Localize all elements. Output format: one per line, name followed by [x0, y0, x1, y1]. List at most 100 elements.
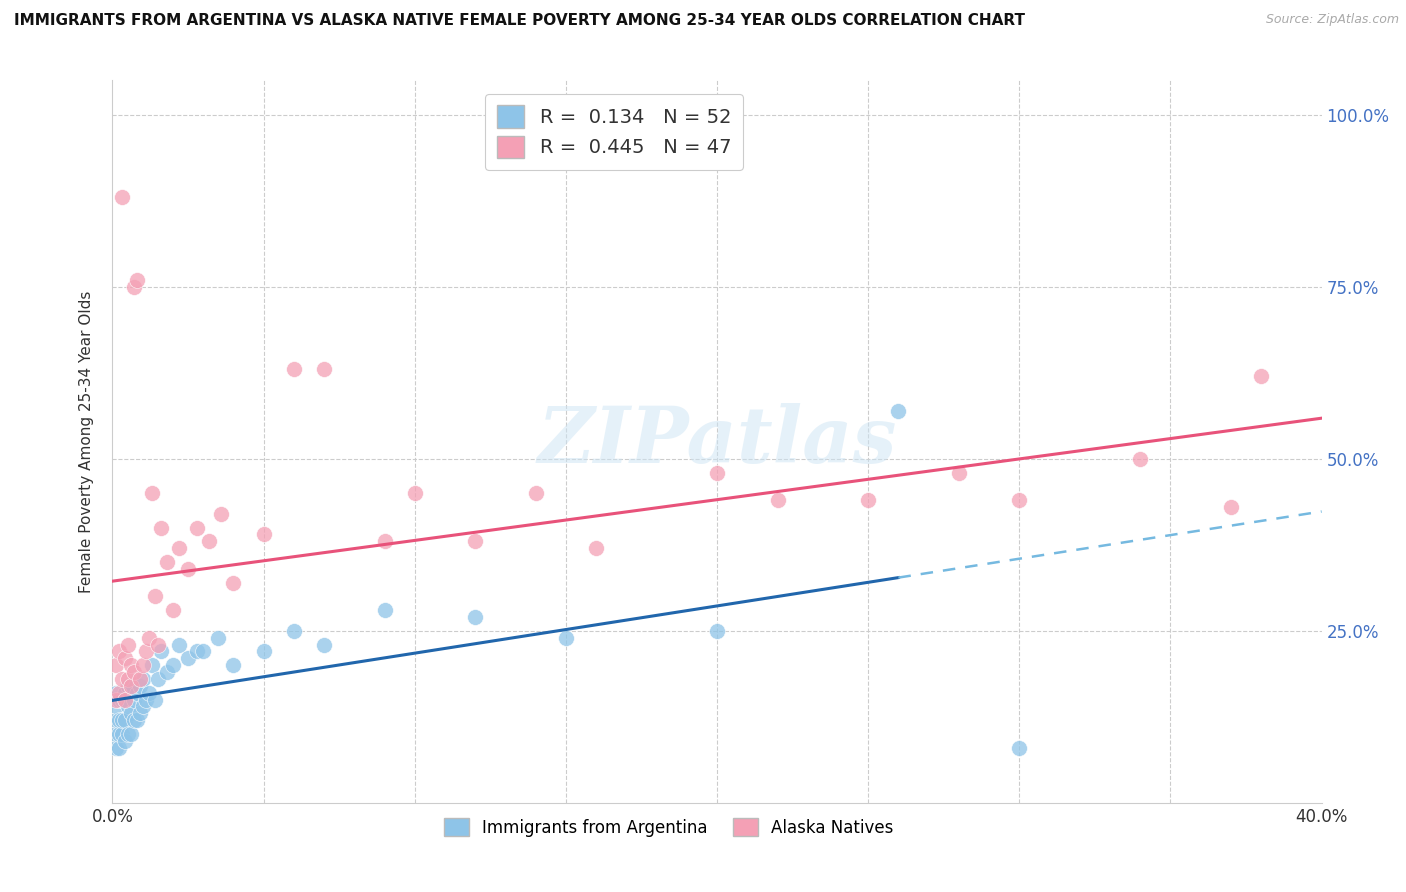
Point	[1220, 500, 1243, 514]
Point	[120, 679, 142, 693]
Point	[149, 520, 172, 534]
Point	[191, 644, 214, 658]
Point	[314, 638, 336, 652]
Point	[125, 713, 148, 727]
Text: IMMIGRANTS FROM ARGENTINA VS ALASKA NATIVE FEMALE POVERTY AMONG 25-34 YEAR OLDS : IMMIGRANTS FROM ARGENTINA VS ALASKA NATI…	[14, 13, 1025, 29]
Point	[110, 672, 132, 686]
Point	[114, 734, 136, 748]
Point	[948, 466, 970, 480]
Point	[222, 575, 245, 590]
Point	[524, 486, 547, 500]
Point	[186, 644, 208, 658]
Point	[198, 534, 221, 549]
Point	[177, 651, 200, 665]
Point	[110, 692, 132, 706]
Point	[222, 658, 245, 673]
Point	[856, 493, 880, 508]
Point	[186, 520, 208, 534]
Point	[138, 686, 160, 700]
Point	[706, 466, 728, 480]
Point	[143, 590, 166, 604]
Point	[110, 190, 132, 204]
Point	[107, 644, 129, 658]
Point	[104, 692, 127, 706]
Point	[107, 740, 129, 755]
Point	[132, 672, 155, 686]
Point	[167, 541, 190, 556]
Point	[117, 727, 139, 741]
Point	[125, 273, 148, 287]
Point	[706, 624, 728, 638]
Point	[766, 493, 789, 508]
Point	[114, 686, 136, 700]
Point	[104, 699, 127, 714]
Point	[117, 699, 139, 714]
Point	[114, 651, 136, 665]
Legend: Immigrants from Argentina, Alaska Natives: Immigrants from Argentina, Alaska Native…	[436, 810, 901, 845]
Point	[114, 692, 136, 706]
Text: Source: ZipAtlas.com: Source: ZipAtlas.com	[1265, 13, 1399, 27]
Point	[162, 658, 184, 673]
Point	[117, 672, 139, 686]
Point	[117, 638, 139, 652]
Point	[585, 541, 607, 556]
Point	[128, 672, 150, 686]
Point	[1008, 740, 1031, 755]
Point	[554, 631, 576, 645]
Point	[107, 713, 129, 727]
Point	[110, 713, 132, 727]
Point	[125, 686, 148, 700]
Point	[404, 486, 426, 500]
Point	[283, 362, 305, 376]
Y-axis label: Female Poverty Among 25-34 Year Olds: Female Poverty Among 25-34 Year Olds	[79, 291, 94, 592]
Point	[104, 727, 127, 741]
Point	[464, 534, 486, 549]
Point	[110, 727, 132, 741]
Point	[156, 555, 179, 569]
Point	[141, 486, 163, 500]
Point	[177, 562, 200, 576]
Point	[887, 403, 910, 417]
Point	[122, 279, 145, 293]
Point	[464, 610, 486, 624]
Point	[107, 692, 129, 706]
Point	[167, 638, 190, 652]
Point	[1250, 369, 1272, 384]
Point	[156, 665, 179, 679]
Point	[128, 679, 150, 693]
Point	[122, 713, 145, 727]
Point	[104, 658, 127, 673]
Point	[283, 624, 305, 638]
Point	[120, 727, 142, 741]
Point	[162, 603, 184, 617]
Point	[104, 713, 127, 727]
Point	[149, 644, 172, 658]
Point	[207, 631, 229, 645]
Point	[135, 644, 157, 658]
Point	[1008, 493, 1031, 508]
Text: ZIPatlas: ZIPatlas	[537, 403, 897, 480]
Point	[132, 699, 155, 714]
Point	[209, 507, 232, 521]
Point	[141, 658, 163, 673]
Point	[135, 692, 157, 706]
Point	[253, 527, 276, 541]
Point	[104, 686, 127, 700]
Point	[314, 362, 336, 376]
Point	[122, 692, 145, 706]
Point	[1129, 451, 1152, 466]
Point	[122, 665, 145, 679]
Point	[138, 631, 160, 645]
Point	[374, 534, 396, 549]
Point	[114, 713, 136, 727]
Point	[117, 679, 139, 693]
Point	[107, 686, 129, 700]
Point	[120, 679, 142, 693]
Point	[146, 672, 169, 686]
Point	[107, 727, 129, 741]
Point	[374, 603, 396, 617]
Point	[120, 658, 142, 673]
Point	[104, 740, 127, 755]
Point	[120, 706, 142, 721]
Point	[143, 692, 166, 706]
